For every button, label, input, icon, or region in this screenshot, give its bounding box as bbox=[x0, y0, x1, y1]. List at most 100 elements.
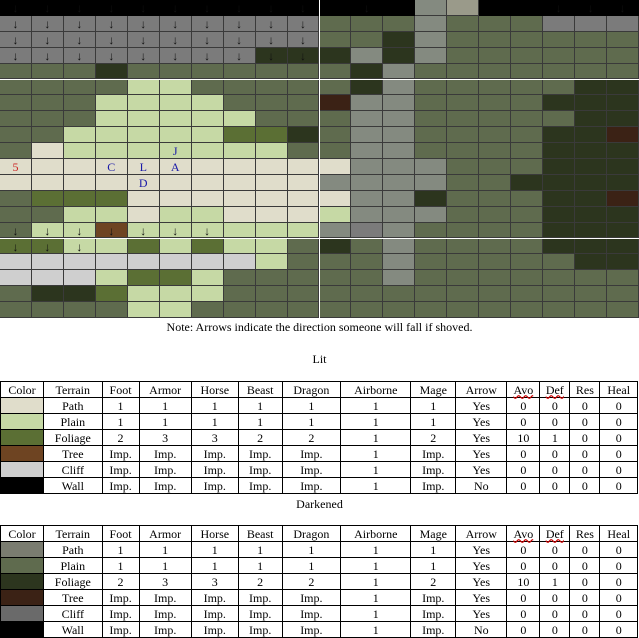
map-tile bbox=[415, 222, 448, 239]
terrain-name: Foliage bbox=[43, 573, 103, 590]
map-tile bbox=[0, 95, 32, 112]
map-tile bbox=[575, 190, 608, 207]
shove-arrow-icon: ↓ bbox=[300, 48, 307, 63]
map-tile bbox=[415, 0, 448, 16]
map-tile bbox=[607, 190, 639, 207]
column-header: Color bbox=[0, 381, 44, 398]
column-header: Beast bbox=[237, 525, 283, 542]
map-tile bbox=[479, 222, 512, 239]
map-tile bbox=[159, 286, 192, 303]
map-tile: ↓ bbox=[543, 0, 576, 16]
map-tile bbox=[575, 79, 608, 96]
terrain-value: 0 bbox=[539, 477, 571, 494]
map-tile bbox=[415, 302, 448, 318]
map-tile bbox=[127, 95, 160, 112]
terrain-value: 1 bbox=[190, 541, 239, 558]
map-tile: ↓ bbox=[63, 31, 96, 48]
column-header: Terrain bbox=[43, 381, 103, 398]
map-tile bbox=[607, 174, 639, 191]
table-row: Wall Imp. Imp. Imp. Imp. Imp. 1 Imp. No 0 0 0 0 bbox=[0, 621, 638, 638]
column-header: Dragon bbox=[281, 525, 342, 542]
map-tile bbox=[575, 95, 608, 112]
map-tile bbox=[351, 254, 384, 271]
terrain-value: 1 bbox=[101, 541, 140, 558]
map-tile bbox=[191, 174, 224, 191]
map-tile bbox=[31, 302, 64, 318]
map-tile bbox=[383, 190, 416, 207]
terrain-value: 2 bbox=[410, 573, 457, 590]
terrain-value: 10 bbox=[506, 429, 541, 446]
map-tile bbox=[223, 95, 256, 112]
map-tile bbox=[575, 222, 608, 239]
terrain-value: 0 bbox=[599, 557, 638, 574]
map-tile bbox=[351, 111, 384, 128]
map-tile bbox=[31, 254, 64, 271]
terrain-value: Imp. bbox=[410, 461, 457, 478]
map-tile: ↓ bbox=[95, 47, 128, 64]
map-tile: ↓ bbox=[31, 15, 64, 32]
terrain-value: 0 bbox=[599, 621, 638, 638]
map-tile bbox=[543, 63, 576, 80]
terrain-value: Imp. bbox=[237, 477, 283, 494]
terrain-value: Imp. bbox=[281, 461, 342, 478]
color-swatch bbox=[0, 397, 44, 414]
map-tile bbox=[607, 127, 639, 144]
map-tile bbox=[351, 15, 384, 32]
map-tile bbox=[191, 111, 224, 128]
unit-marker: A bbox=[170, 160, 180, 174]
shove-arrow-icon: ↓ bbox=[204, 16, 211, 31]
table-row: Path 1 1 1 1 1 1 1 Yes 0 0 0 0 bbox=[0, 541, 638, 558]
map-tile bbox=[383, 222, 416, 239]
map-tile bbox=[607, 111, 639, 128]
terrain-value: 1 bbox=[138, 397, 192, 414]
terrain-value: 1 bbox=[340, 413, 412, 430]
map-tile bbox=[255, 206, 288, 223]
map-tile bbox=[127, 111, 160, 128]
terrain-value: 0 bbox=[569, 445, 601, 462]
terrain-value: 2 bbox=[101, 573, 140, 590]
map-tile bbox=[319, 190, 352, 207]
map-tile bbox=[95, 79, 128, 96]
terrain-value: 1 bbox=[190, 557, 239, 574]
shove-arrow-icon: ↓ bbox=[44, 48, 51, 63]
terrain-value: 1 bbox=[340, 573, 412, 590]
map-tile bbox=[223, 127, 256, 144]
map-tile: ↓ bbox=[95, 0, 128, 16]
terrain-value: 1 bbox=[281, 413, 342, 430]
table-row: Foliage 2 3 3 2 2 1 2 Yes 10 1 0 0 bbox=[0, 573, 638, 590]
terrain-value: 0 bbox=[506, 605, 541, 622]
map-tile bbox=[479, 238, 512, 255]
map-tile bbox=[543, 143, 576, 159]
map-tile bbox=[31, 127, 64, 144]
terrain-value: 0 bbox=[539, 605, 571, 622]
map-tile bbox=[447, 254, 480, 271]
map-tile bbox=[575, 15, 608, 32]
map-tile: ↓ bbox=[223, 31, 256, 48]
map-tile bbox=[159, 302, 192, 318]
column-header: Avo bbox=[506, 381, 541, 398]
terrain-name: Foliage bbox=[43, 429, 103, 446]
map-tile bbox=[31, 159, 64, 175]
terrain-value: Imp. bbox=[281, 477, 342, 494]
terrain-value: 0 bbox=[506, 397, 541, 414]
map-tile bbox=[447, 302, 480, 318]
map-tile bbox=[415, 47, 448, 64]
terrain-value: 1 bbox=[539, 573, 571, 590]
map-tile bbox=[415, 206, 448, 223]
terrain-value: Yes bbox=[455, 445, 508, 462]
map-tile bbox=[511, 159, 544, 175]
color-swatch bbox=[0, 461, 44, 478]
column-header: Def bbox=[539, 525, 571, 542]
unit-marker: L bbox=[139, 160, 147, 174]
map-tile bbox=[607, 302, 639, 318]
map-tile bbox=[447, 190, 480, 207]
column-header: Armor bbox=[138, 381, 192, 398]
map-tile bbox=[223, 286, 256, 303]
terrain-value: Imp. bbox=[101, 445, 140, 462]
map-tile bbox=[607, 238, 639, 255]
map-tile bbox=[479, 286, 512, 303]
terrain-value: 1 bbox=[237, 413, 283, 430]
shove-arrow-icon: ↓ bbox=[108, 223, 115, 238]
map-tile bbox=[351, 159, 384, 175]
map-tile: ↓ bbox=[95, 31, 128, 48]
